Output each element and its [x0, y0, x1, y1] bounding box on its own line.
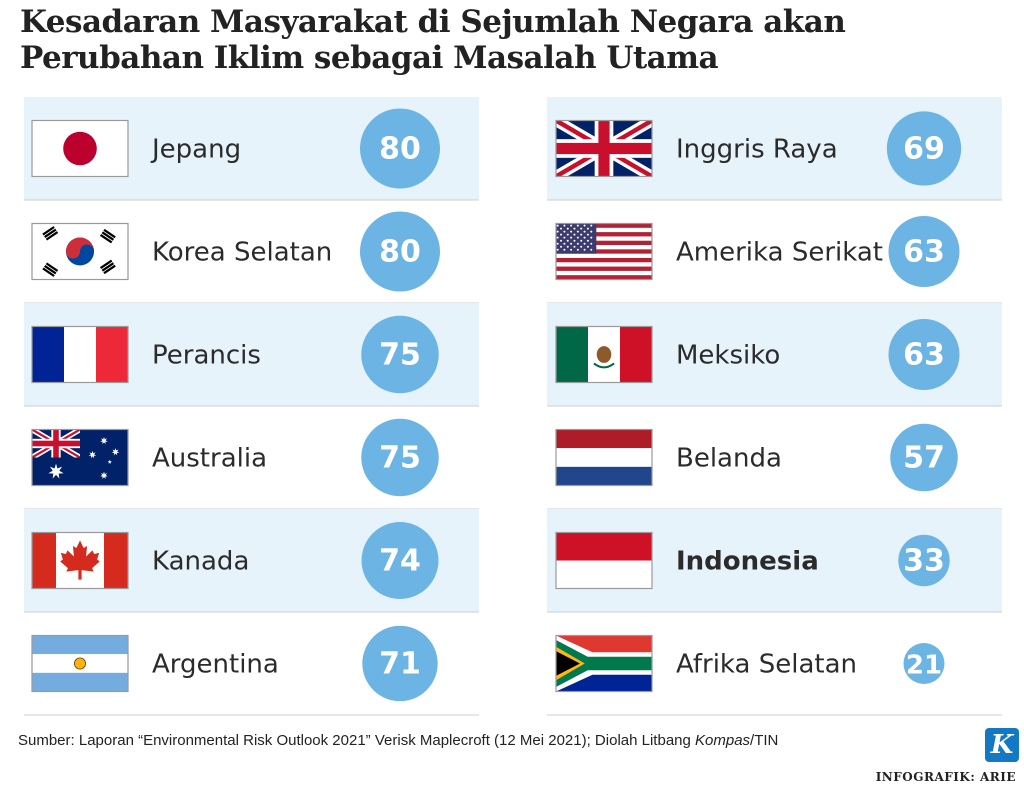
country-label: Jepang — [150, 135, 241, 165]
country-label: Australia — [152, 444, 267, 474]
value-circle — [361, 522, 439, 599]
country-label: Perancis — [152, 341, 261, 371]
value-label: 74 — [379, 544, 421, 579]
row-jepang: Jepang 80 — [24, 97, 479, 201]
country-label: Afrika Selatan — [676, 650, 857, 680]
value-label: 80 — [379, 132, 421, 167]
south-africa-flag — [555, 634, 653, 693]
australia-flag — [31, 428, 129, 487]
row-indonesia: Indonesia 33 — [547, 509, 1002, 613]
france-flag — [31, 325, 129, 384]
south-korea-flag — [31, 222, 129, 281]
row-amerika-serikat: Amerika Serikat 63 — [547, 216, 1002, 304]
united-kingdom-flag — [555, 119, 653, 178]
flag-border — [31, 325, 129, 384]
value-circle — [888, 216, 960, 287]
netherlands-flag — [555, 428, 653, 487]
value-circle — [898, 534, 950, 587]
value-label: 57 — [903, 441, 945, 476]
value-label: 75 — [379, 441, 421, 476]
value-circle — [360, 211, 440, 292]
value-label: 63 — [903, 338, 945, 373]
value-circle — [888, 319, 960, 390]
flag-border — [555, 222, 653, 281]
row-kanada: Kanada 74 — [24, 509, 479, 613]
title-line-2: Perubahan Iklim sebagai Masalah Utama — [20, 40, 719, 76]
indonesia-flag — [555, 531, 653, 590]
flag-border — [31, 428, 129, 487]
row-korea-selatan: Korea Selatan 80 — [24, 211, 479, 304]
value-label: 69 — [903, 132, 945, 167]
country-label: Meksiko — [676, 341, 780, 371]
value-circle — [903, 643, 945, 684]
japan-flag — [31, 119, 129, 178]
flag-border — [555, 634, 653, 693]
row-afrika-selatan: Afrika Selatan 21 — [547, 634, 1002, 716]
flag-border — [31, 222, 129, 281]
united-states-flag — [555, 222, 653, 281]
value-circle — [362, 625, 438, 702]
canada-flag — [31, 531, 129, 590]
value-label: 21 — [906, 651, 942, 681]
kompas-logo: K — [985, 728, 1019, 762]
flag-border — [555, 119, 653, 178]
flag-border — [31, 119, 129, 178]
title-line-1: Kesadaran Masyarakat di Sejumlah Negara … — [20, 4, 846, 40]
source-prefix: Sumber: Laporan “Environmental Risk Outl… — [18, 732, 696, 749]
flag-border — [555, 428, 653, 487]
chart-title: Kesadaran Masyarakat di Sejumlah Negara … — [20, 4, 1000, 76]
value-label: 63 — [903, 235, 945, 270]
row-argentina: Argentina 71 — [24, 625, 479, 716]
country-label: Inggris Raya — [676, 135, 838, 165]
row-australia: Australia 75 — [24, 418, 479, 510]
flag-border — [31, 634, 129, 693]
value-circle — [361, 418, 439, 497]
flag-border — [555, 325, 653, 384]
source-italic: Kompas — [695, 732, 751, 749]
argentina-flag — [31, 634, 129, 693]
country-label: Indonesia — [676, 547, 819, 577]
value-label: 80 — [379, 235, 421, 270]
country-label: Korea Selatan — [152, 238, 332, 268]
country-label: Kanada — [152, 547, 249, 577]
value-label: 71 — [379, 647, 421, 682]
source-suffix: /TIN — [750, 732, 779, 749]
row-belanda: Belanda 57 — [547, 423, 1002, 510]
value-circle — [890, 423, 958, 492]
flag-border — [31, 531, 129, 590]
infographic-credit: INFOGRAFIK: ARIE — [875, 770, 1016, 784]
value-label: 33 — [903, 544, 945, 579]
flag-border — [555, 531, 653, 590]
value-circle — [360, 108, 440, 189]
row-meksiko: Meksiko 63 — [547, 303, 1002, 407]
country-label: Argentina — [152, 650, 279, 680]
value-circle — [886, 111, 962, 186]
value-label: 75 — [379, 338, 421, 373]
country-label: Amerika Serikat — [676, 238, 883, 268]
value-circle — [361, 315, 439, 394]
row-inggris-raya: Inggris Raya 69 — [547, 97, 1002, 201]
country-label: Belanda — [676, 444, 782, 474]
mexico-flag — [555, 325, 653, 384]
row-perancis: Perancis 75 — [24, 303, 479, 407]
source-note: Sumber: Laporan “Environmental Risk Outl… — [18, 732, 778, 749]
